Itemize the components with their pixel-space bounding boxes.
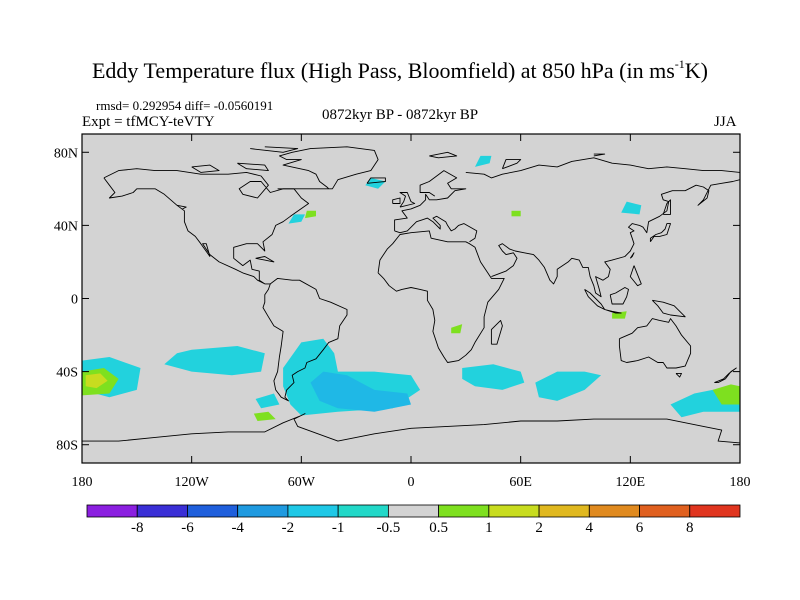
map-background [82, 134, 740, 463]
contour-region-light-blue [535, 371, 602, 401]
contour-region-light-blue [475, 155, 492, 167]
stats-text: rmsd= 0.292954 diff= -0.0560191 [96, 98, 274, 113]
coastline [662, 199, 671, 215]
coastline [262, 277, 348, 402]
lat-tick-label: 40S [56, 366, 78, 381]
colorbar-swatch [287, 504, 339, 518]
coastline [618, 318, 692, 369]
coastline [609, 287, 629, 305]
colorbar-swatch [337, 504, 389, 518]
colorbar-label: 2 [535, 520, 543, 536]
colorbar-label: 0.5 [429, 520, 448, 536]
lon-tick-label: 180 [730, 475, 751, 490]
coastline [501, 159, 522, 170]
contour-fields [82, 155, 740, 421]
coastline [490, 319, 503, 345]
colorbar-label: -6 [181, 520, 194, 536]
contour-region-light-blue [255, 393, 280, 409]
contour-region-green [451, 324, 463, 334]
colorbar-swatch [86, 504, 138, 518]
contour-region-light-blue [365, 177, 386, 189]
lat-tick-label: 80N [54, 146, 78, 161]
colorbar-label: -8 [130, 520, 144, 536]
period-label: 0872kyr BP - 0872kyr BP [322, 107, 479, 123]
lat-tick-label: 0 [71, 293, 78, 308]
colorbar-label: 1 [485, 520, 493, 536]
colorbar-swatch [488, 504, 540, 518]
contour-region-light-blue [462, 364, 525, 390]
coastline [604, 309, 622, 314]
colorbar-label: 4 [585, 520, 594, 536]
contour-region-green [712, 384, 740, 405]
colorbar-label: -2 [281, 520, 295, 536]
coastline [366, 177, 386, 184]
coastline [651, 299, 686, 318]
lon-tick-label: 60E [509, 475, 532, 490]
coastline [629, 265, 642, 287]
coastline [675, 372, 682, 378]
colorbar-swatch [387, 504, 440, 518]
colorbar-swatch [689, 504, 741, 518]
coastline [394, 170, 467, 231]
lat-tick-label: 80S [56, 439, 78, 454]
lat-tick-label: 40N [54, 219, 78, 234]
coastline [392, 197, 401, 204]
title-main: Eddy Temperature flux (High Pass, Bloomf… [91, 58, 675, 83]
coastlines [82, 146, 740, 444]
coastline [465, 157, 740, 179]
coastline [237, 162, 269, 172]
coastline [277, 146, 379, 190]
colorbar-swatch [438, 504, 490, 518]
coastline [714, 367, 737, 384]
contour-region-green [511, 210, 521, 217]
contour-region-light-blue [164, 346, 265, 376]
coastline [176, 204, 187, 210]
colorbar-swatch [187, 504, 239, 518]
coastline [255, 256, 275, 263]
colorbar-swatch [588, 504, 640, 518]
contour-region-green [305, 210, 316, 219]
coastline [649, 223, 671, 243]
colorbar-label: 6 [635, 520, 644, 536]
lon-tick-label: 120E [616, 475, 646, 490]
contour-region-light-blue [288, 214, 305, 224]
colorbar-label: -1 [331, 520, 345, 536]
coastline [394, 215, 478, 243]
coastline [593, 153, 606, 157]
coastline [399, 192, 416, 208]
axis-ticks: 80N 40N 0 40S 80S 180 120W 60W 0 60E 120E 180 [54, 134, 751, 490]
coastline [491, 179, 740, 298]
colorbar [86, 504, 741, 518]
lon-tick-label: 120W [175, 475, 210, 490]
colorbar-swatch [639, 504, 691, 518]
colorbar-label: -0.5 [376, 520, 401, 536]
contour-region-light-blue [621, 201, 642, 215]
lon-tick-label: 180 [72, 475, 93, 490]
colorbar-label: 8 [686, 520, 694, 536]
coastline [250, 146, 299, 153]
lon-tick-label: 60W [288, 475, 316, 490]
colorbar-label: -4 [231, 520, 244, 536]
coastline [629, 252, 635, 259]
contour-region-green [253, 411, 276, 421]
coastline [82, 413, 740, 444]
lon-tick-label: 0 [408, 475, 415, 490]
experiment-label: Expt = tfMCY-teVTY [82, 114, 215, 130]
contour-region-yellow [85, 373, 108, 389]
colorbar-swatch [538, 504, 590, 518]
coastline [103, 168, 310, 285]
colorbar-swatch [237, 504, 289, 518]
page-title: Eddy Temperature flux (High Pass, Bloomf… [0, 56, 800, 84]
coastline [429, 151, 458, 159]
season-label: JJA [714, 114, 737, 130]
contour-region-blue [310, 371, 411, 412]
title-suffix: K) [684, 58, 708, 83]
title-superscript: -1 [674, 56, 685, 71]
coastline [191, 164, 220, 173]
coastline [377, 230, 505, 363]
colorbar-swatch [136, 504, 188, 518]
